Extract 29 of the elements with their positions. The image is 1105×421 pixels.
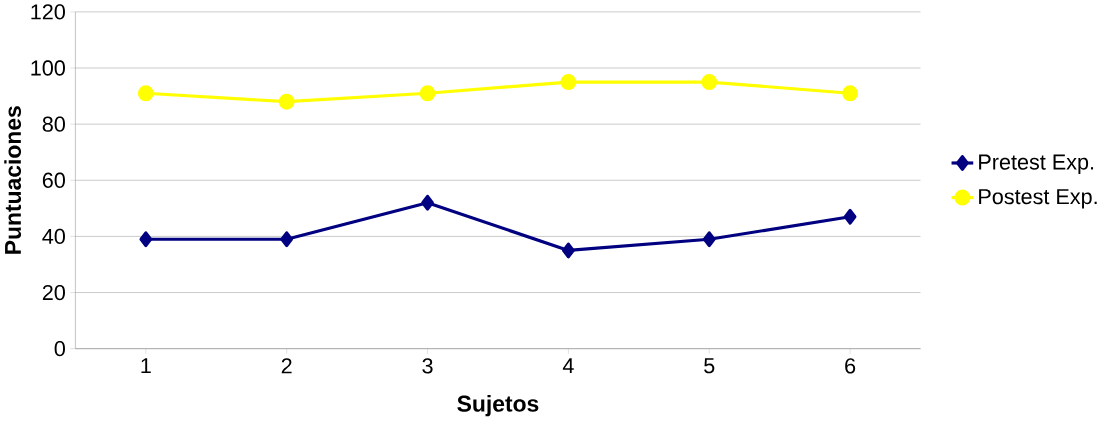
y-tick-label: 20 [42,285,65,301]
point [280,231,294,248]
y-tick-label: 100 [31,60,65,76]
point [843,209,857,225]
point [562,242,575,259]
point [278,93,295,110]
x-axis-title: Sujetos [457,395,539,417]
y-tick-label: 80 [42,116,65,133]
y-tick-label: 0 [54,341,65,357]
y-axis-title: Puntuaciones [4,106,22,254]
legend-label: Pretest Exp. [979,154,1094,175]
point [560,74,577,91]
x-tick-label: 6 [845,358,856,374]
y-tick-label: 40 [42,228,65,245]
x-tick-label: 5 [704,358,715,374]
legend-label: Postest Exp. [979,189,1097,209]
x-tick-label: 1 [141,358,151,374]
point [702,231,716,248]
x-tick-label: 4 [562,358,574,374]
point [419,85,436,102]
x-tick-label: 2 [281,358,292,374]
point [701,74,718,91]
y-tick-label: 120 [31,4,65,20]
point [842,85,859,102]
point [139,231,153,248]
y-tick-label: 60 [42,172,65,189]
point [421,195,434,211]
x-tick-label: 3 [422,358,433,374]
point [137,85,154,102]
